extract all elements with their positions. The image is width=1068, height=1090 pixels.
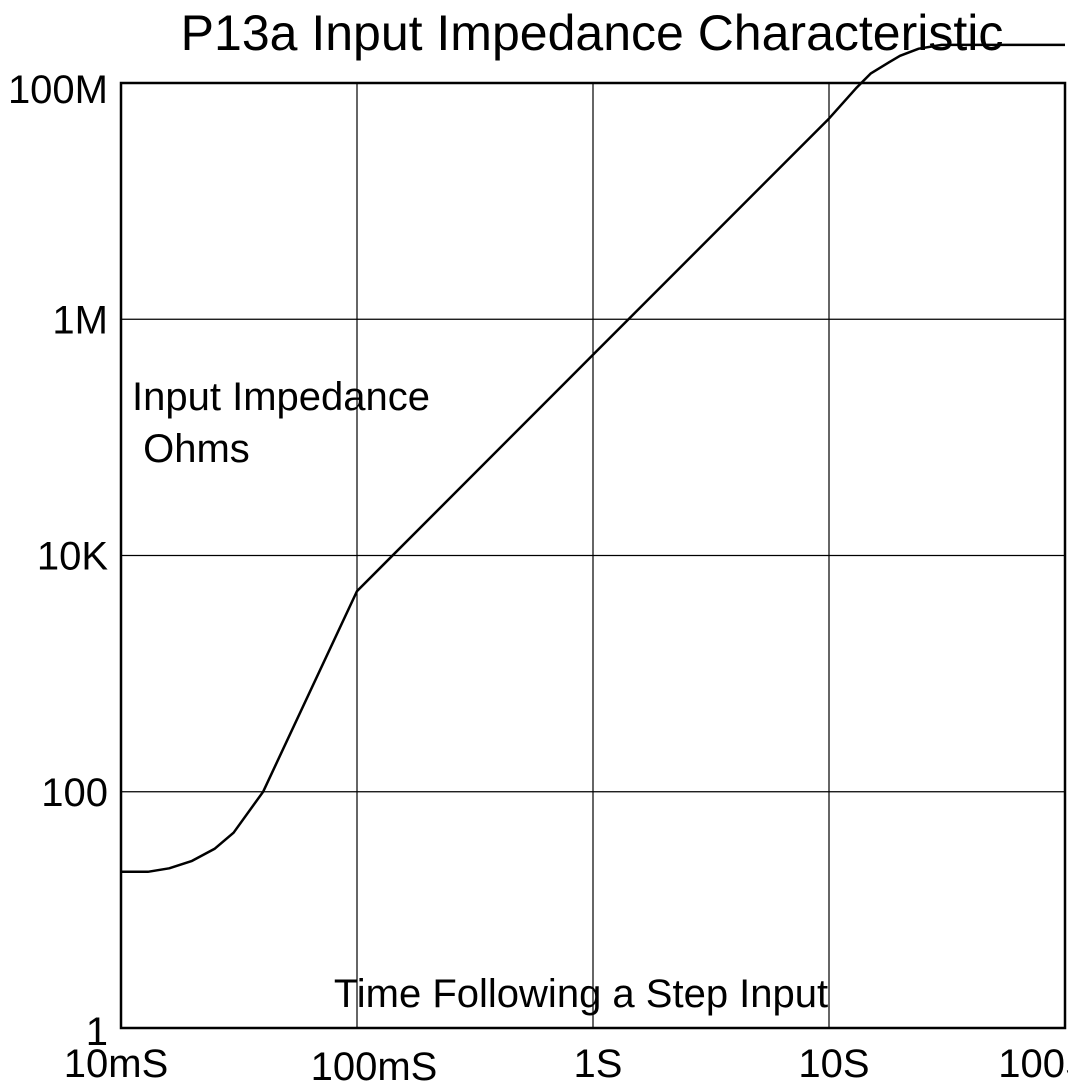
- y-tick-label: 10K: [37, 535, 108, 579]
- y-tick-label: 1: [86, 1010, 108, 1054]
- plot-area-frame: [119, 81, 1067, 1030]
- y-axis-label-line: Input Impedance: [132, 375, 430, 419]
- x-axis-label: Time Following a Step Input: [334, 972, 828, 1016]
- y-tick-label: 1M: [52, 298, 108, 342]
- y-tick-label: 100M: [8, 68, 108, 112]
- grid-lines: [121, 83, 1065, 1028]
- chart-title: P13a Input Impedance Characteristic: [181, 5, 1004, 61]
- x-tick-label: 1S: [574, 1042, 623, 1086]
- impedance-curve: [121, 43, 1065, 874]
- x-tick-labels: 10mS 100mS 1S 10S 100S: [64, 1042, 1068, 1089]
- y-axis-label-line: Ohms: [132, 427, 250, 471]
- x-tick-label: 100S: [998, 1042, 1068, 1086]
- x-tick-label: 100mS: [311, 1045, 438, 1089]
- y-tick-label: 100: [41, 771, 108, 815]
- x-tick-label: 10mS: [64, 1042, 169, 1086]
- y-axis-label: Input Impedance Ohms: [132, 375, 430, 471]
- x-tick-label: 10S: [798, 1042, 869, 1086]
- y-tick-labels: 1 100 10K 1M 100M: [8, 68, 108, 1054]
